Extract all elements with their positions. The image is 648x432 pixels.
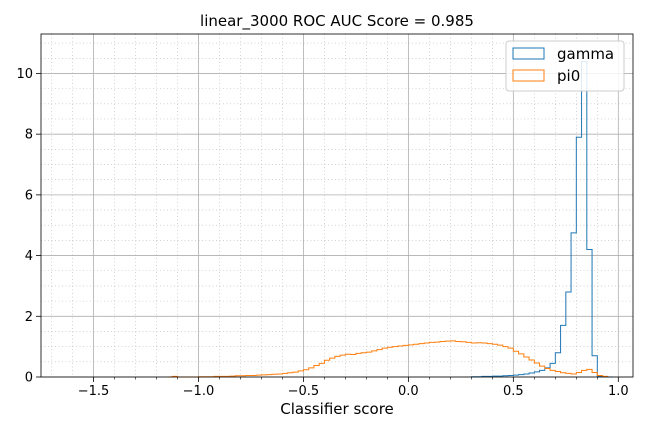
histogram-bin-pi0 — [351, 355, 356, 377]
histogram-bin-pi0 — [419, 344, 424, 377]
histogram-bin-pi0 — [561, 373, 566, 377]
histogram-bin-gamma — [566, 292, 571, 377]
histogram-bin-pi0 — [519, 354, 524, 377]
histogram-bin-pi0 — [482, 343, 487, 377]
histogram-bin-pi0 — [309, 368, 314, 377]
legend-label-pi0: pi0 — [557, 67, 580, 85]
histogram-bin-pi0 — [387, 347, 392, 377]
legend-swatch-pi0 — [512, 69, 545, 82]
histogram-bin-gamma — [561, 325, 566, 377]
histogram-bin-pi0 — [445, 341, 450, 377]
x-tick-label: −0.5 — [288, 384, 320, 399]
x-tick-label: 0.0 — [398, 384, 419, 399]
step-line-gamma — [470, 60, 614, 378]
histogram-bin-gamma — [571, 233, 576, 377]
histogram-bin-pi0 — [524, 357, 529, 377]
x-tick-label: −1.5 — [78, 384, 110, 399]
chart-title: linear_3000 ROC AUC Score = 0.985 — [200, 12, 474, 31]
histogram-bin-pi0 — [461, 342, 466, 377]
histogram-bin-pi0 — [382, 348, 387, 377]
histogram-bin-gamma — [587, 250, 592, 377]
legend-label-gamma: gamma — [557, 45, 614, 63]
y-tick-label: 6 — [25, 188, 33, 203]
histogram-bin-pi0 — [529, 360, 534, 377]
y-axis: 0 2 4 6 8 10 — [16, 67, 41, 386]
histogram-bin-pi0 — [293, 372, 298, 377]
histogram-bin-pi0 — [361, 353, 366, 377]
histogram-bin-pi0 — [319, 363, 324, 377]
histogram-bin-pi0 — [576, 372, 581, 377]
histogram-bin-pi0 — [314, 365, 319, 377]
histogram-bin-pi0 — [393, 347, 398, 377]
histogram-steps — [166, 60, 614, 378]
histogram-bin-pi0 — [366, 352, 371, 377]
histogram-bin-pi0 — [288, 373, 293, 377]
histogram-bin-pi0 — [330, 358, 335, 377]
histogram-bin-pi0 — [414, 344, 419, 377]
histogram-bin-pi0 — [498, 345, 503, 377]
series-pi0 — [166, 340, 609, 378]
histogram-bin-pi0 — [534, 363, 539, 377]
histogram-bin-pi0 — [545, 369, 550, 377]
y-tick-label: 8 — [25, 128, 33, 143]
histogram-bin-pi0 — [592, 372, 597, 377]
histogram-bin-pi0 — [398, 346, 403, 377]
histogram-bin-pi0 — [435, 342, 440, 377]
histogram-bin-pi0 — [582, 370, 587, 377]
x-tick-label: 0.5 — [503, 384, 524, 399]
histogram-bin-gamma — [576, 137, 581, 377]
histogram-bin-pi0 — [566, 373, 571, 377]
histogram-bin-pi0 — [466, 342, 471, 377]
histogram-bin-pi0 — [403, 345, 408, 377]
x-tick-label: −1.0 — [183, 384, 215, 399]
histogram-bin-pi0 — [471, 343, 476, 377]
histogram-bin-pi0 — [540, 366, 545, 377]
histogram-bin-pi0 — [429, 342, 434, 377]
histogram-bin-pi0 — [340, 355, 345, 377]
histogram-bin-pi0 — [508, 348, 513, 377]
legend-swatch-gamma — [512, 47, 545, 60]
histogram-bin-pi0 — [456, 341, 461, 377]
histogram-bin-pi0 — [298, 371, 303, 377]
histogram-bin-pi0 — [282, 373, 287, 377]
legend: gamma pi0 — [505, 40, 625, 92]
histogram-bin-pi0 — [492, 344, 497, 377]
y-tick-label: 0 — [25, 371, 33, 386]
y-tick-label: 2 — [25, 310, 33, 325]
y-tick-label: 10 — [16, 67, 33, 82]
y-tick-label: 4 — [25, 249, 33, 264]
histogram-bin-pi0 — [335, 356, 340, 377]
histogram-bin-pi0 — [424, 343, 429, 377]
histogram-bin-pi0 — [450, 341, 455, 377]
histogram-bin-gamma — [582, 61, 587, 377]
histogram-bin-pi0 — [303, 370, 308, 377]
histogram-bin-pi0 — [477, 343, 482, 377]
x-axis-label: Classifier score — [280, 400, 394, 418]
legend-box — [505, 40, 625, 92]
histogram-bin-pi0 — [345, 354, 350, 377]
histogram-bin-pi0 — [324, 360, 329, 377]
series-gamma — [470, 60, 614, 378]
histogram-bin-pi0 — [372, 351, 377, 377]
histogram-bin-pi0 — [487, 344, 492, 377]
histogram-bin-pi0 — [440, 341, 445, 377]
plot-area — [40, 33, 634, 378]
x-tick-label: 1.0 — [608, 384, 629, 399]
histogram-bin-pi0 — [555, 372, 560, 377]
histogram-bin-pi0 — [587, 369, 592, 377]
histogram-bin-pi0 — [408, 345, 413, 377]
x-axis: −1.5 −1.0 −0.5 0.0 0.5 1.0 — [78, 377, 629, 399]
histogram-bin-pi0 — [377, 350, 382, 377]
histogram-bin-pi0 — [513, 351, 518, 377]
histogram-bin-pi0 — [503, 347, 508, 377]
histogram-bin-pi0 — [356, 353, 361, 377]
histogram-bin-pi0 — [550, 370, 555, 377]
step-line-pi0 — [166, 340, 609, 378]
